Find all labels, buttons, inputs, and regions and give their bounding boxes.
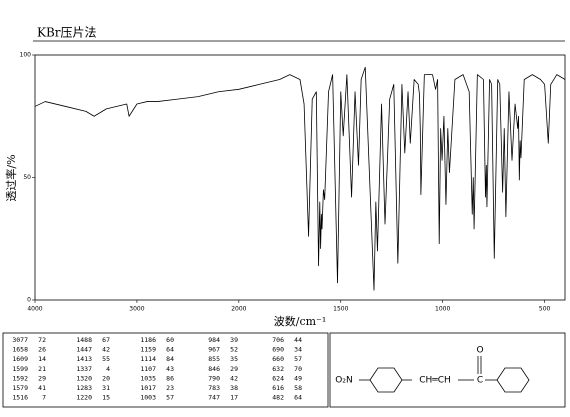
structure-label: C bbox=[477, 376, 483, 386]
peak-wavenumber: 1220 bbox=[76, 394, 92, 402]
peak-transmittance: 38 bbox=[230, 384, 238, 392]
peak-wavenumber: 747 bbox=[208, 394, 220, 402]
x-tick-label: 2000 bbox=[231, 306, 246, 313]
peak-wavenumber: 660 bbox=[272, 355, 284, 363]
peak-wavenumber: 846 bbox=[208, 365, 220, 373]
peak-wavenumber: 1447 bbox=[76, 346, 92, 354]
peak-transmittance: 23 bbox=[166, 384, 174, 392]
peak-transmittance: 39 bbox=[230, 336, 238, 344]
structure-label: CH═CH bbox=[419, 376, 451, 386]
peak-transmittance: 84 bbox=[166, 355, 174, 363]
peak-wavenumber: 1609 bbox=[12, 355, 28, 363]
peak-wavenumber: 1516 bbox=[12, 394, 28, 402]
peak-transmittance: 35 bbox=[230, 355, 238, 363]
peak-wavenumber: 1599 bbox=[12, 365, 28, 373]
peak-transmittance: 64 bbox=[294, 394, 302, 402]
peak-transmittance: 55 bbox=[102, 355, 110, 363]
peak-wavenumber: 1658 bbox=[12, 346, 28, 354]
peak-transmittance: 86 bbox=[166, 374, 174, 382]
peak-wavenumber: 1159 bbox=[140, 346, 156, 354]
structure-label: O₂N bbox=[335, 376, 352, 386]
peak-transmittance: 4 bbox=[106, 365, 110, 373]
peak-transmittance: 14 bbox=[38, 355, 46, 363]
peak-transmittance: 15 bbox=[102, 394, 110, 402]
peak-wavenumber: 1413 bbox=[76, 355, 92, 363]
peak-transmittance: 29 bbox=[230, 365, 238, 373]
peak-transmittance: 44 bbox=[294, 336, 302, 344]
peak-transmittance: 67 bbox=[102, 336, 110, 344]
x-tick-label: 1000 bbox=[435, 306, 450, 313]
peak-wavenumber: 690 bbox=[272, 346, 284, 354]
y-axis-title: 透过率/% bbox=[4, 154, 18, 201]
x-tick-label: 500 bbox=[539, 306, 551, 313]
peak-transmittance: 42 bbox=[102, 346, 110, 354]
peak-wavenumber: 783 bbox=[208, 384, 220, 392]
peak-transmittance: 58 bbox=[294, 384, 302, 392]
peak-wavenumber: 1320 bbox=[76, 374, 92, 382]
peak-transmittance: 64 bbox=[166, 346, 174, 354]
x-tick-label: 4000 bbox=[27, 306, 42, 313]
peak-wavenumber: 1283 bbox=[76, 384, 92, 392]
peak-wavenumber: 1035 bbox=[140, 374, 156, 382]
peak-transmittance: 42 bbox=[230, 374, 238, 382]
peak-transmittance: 26 bbox=[38, 346, 46, 354]
peak-wavenumber: 1114 bbox=[140, 355, 156, 363]
peak-wavenumber: 1017 bbox=[140, 384, 156, 392]
peak-table-frame bbox=[2, 332, 329, 408]
peak-wavenumber: 984 bbox=[208, 336, 220, 344]
peak-transmittance: 72 bbox=[38, 336, 46, 344]
peak-transmittance: 17 bbox=[230, 394, 238, 402]
y-tick-label: 100 bbox=[20, 52, 32, 59]
peak-wavenumber: 1003 bbox=[140, 394, 156, 402]
x-tick-label: 1500 bbox=[333, 306, 348, 313]
peak-wavenumber: 616 bbox=[272, 384, 284, 392]
peak-transmittance: 29 bbox=[38, 374, 46, 382]
peak-wavenumber: 855 bbox=[208, 355, 220, 363]
peak-transmittance: 7 bbox=[42, 394, 46, 402]
peak-transmittance: 41 bbox=[38, 384, 46, 392]
peak-transmittance: 43 bbox=[166, 365, 174, 373]
peak-wavenumber: 624 bbox=[272, 374, 284, 382]
peak-wavenumber: 790 bbox=[208, 374, 220, 382]
peak-transmittance: 21 bbox=[38, 365, 46, 373]
peak-wavenumber: 3077 bbox=[12, 336, 28, 344]
peak-transmittance: 49 bbox=[294, 374, 302, 382]
x-tick-label: 3000 bbox=[129, 306, 144, 313]
peak-wavenumber: 1107 bbox=[140, 365, 156, 373]
peak-wavenumber: 632 bbox=[272, 365, 284, 373]
structure-frame bbox=[329, 332, 566, 408]
peak-wavenumber: 1579 bbox=[12, 384, 28, 392]
peak-wavenumber: 967 bbox=[208, 346, 220, 354]
peak-transmittance: 31 bbox=[102, 384, 110, 392]
peak-transmittance: 60 bbox=[166, 336, 174, 344]
peak-wavenumber: 1592 bbox=[12, 374, 28, 382]
x-axis-title: 波数/cm⁻¹ bbox=[274, 315, 327, 328]
peak-wavenumber: 1337 bbox=[76, 365, 92, 373]
peak-wavenumber: 1488 bbox=[76, 336, 92, 344]
page-title: KBr压片法 bbox=[37, 26, 97, 40]
peak-transmittance: 34 bbox=[294, 346, 302, 354]
peak-transmittance: 57 bbox=[166, 394, 174, 402]
spectrum-line bbox=[34, 66, 566, 291]
peak-transmittance: 57 bbox=[294, 355, 302, 363]
y-tick-label: 0 bbox=[27, 297, 31, 304]
structure-drawing bbox=[359, 356, 530, 393]
peak-wavenumber: 706 bbox=[272, 336, 284, 344]
peak-wavenumber: 482 bbox=[272, 394, 284, 402]
peak-transmittance: 20 bbox=[102, 374, 110, 382]
peak-transmittance: 52 bbox=[230, 346, 238, 354]
structure-label: O bbox=[476, 346, 483, 356]
y-tick-label: 50 bbox=[23, 174, 31, 181]
peak-transmittance: 70 bbox=[294, 365, 302, 373]
peak-wavenumber: 1186 bbox=[140, 336, 156, 344]
